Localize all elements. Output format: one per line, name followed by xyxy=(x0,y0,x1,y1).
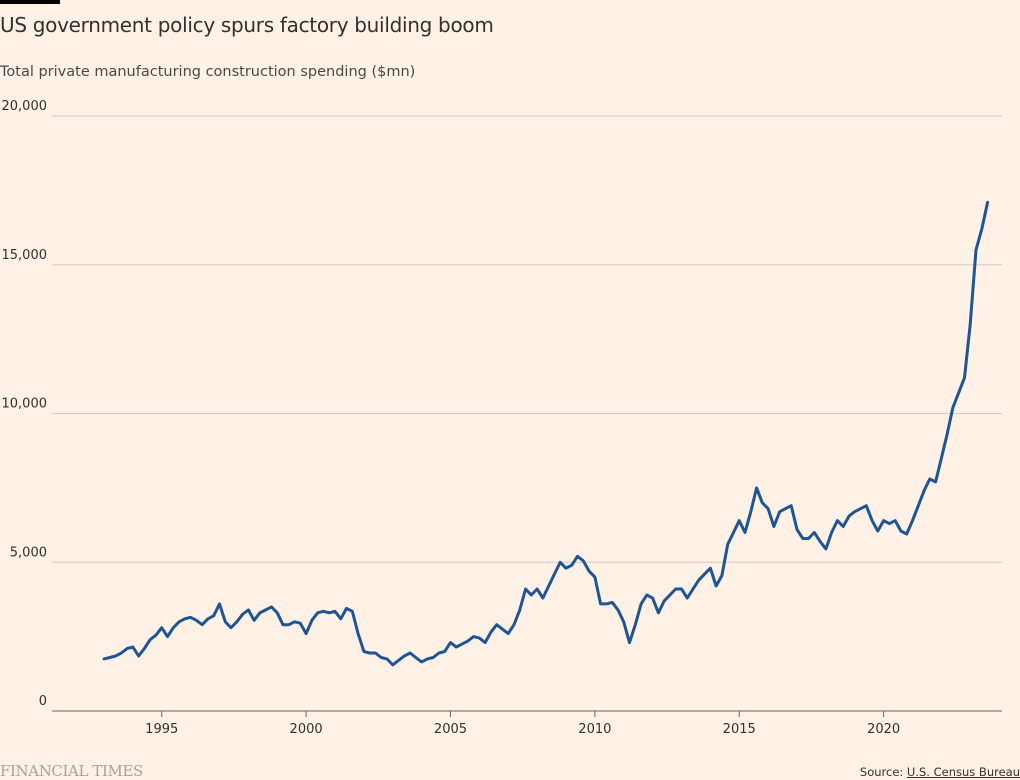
x-tick-label: 2010 xyxy=(578,722,611,737)
y-tick-label: 5,000 xyxy=(10,545,47,560)
chart-subtitle: Total private manufacturing construction… xyxy=(0,64,416,80)
y-tick-label: 20,000 xyxy=(2,99,48,114)
source-link[interactable]: U.S. Census Bureau xyxy=(906,765,1020,779)
y-tick-label: 15,000 xyxy=(2,248,48,263)
source-prefix: Source: xyxy=(859,765,907,779)
financial-times-logo: FINANCIAL TIMES xyxy=(0,762,143,780)
gridlines xyxy=(52,115,1002,712)
source-note: Source: U.S. Census Bureau xyxy=(860,765,1020,779)
series-layer xyxy=(102,200,990,667)
y-tick-label: 10,000 xyxy=(2,397,48,412)
x-tick-label: 2020 xyxy=(867,722,900,737)
y-axis: 0 5,000 10,000 15,000 20,000 xyxy=(2,99,48,709)
chart-title: US government policy spurs factory build… xyxy=(0,13,494,37)
line-chart: 0 5,000 10,000 15,000 20,000 1995 2000 2005 201… xyxy=(2,99,1002,737)
x-tick-label: 2005 xyxy=(434,722,467,737)
x-tick-label: 2015 xyxy=(723,722,756,737)
y-tick-label: 0 xyxy=(39,694,47,709)
x-tick-label: 1995 xyxy=(145,722,178,737)
x-axis: 1995 2000 2005 2010 2015 2020 xyxy=(145,711,900,737)
series-line xyxy=(102,200,990,667)
brand-accent-bar xyxy=(0,0,60,4)
x-tick-label: 2000 xyxy=(290,722,323,737)
